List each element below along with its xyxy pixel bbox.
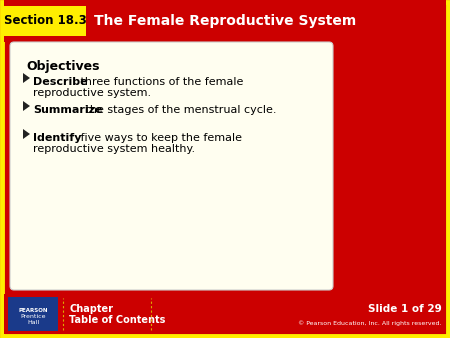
Polygon shape (23, 101, 30, 111)
Text: Summarize: Summarize (33, 105, 103, 115)
Text: Prentice: Prentice (20, 314, 46, 319)
Polygon shape (4, 0, 446, 42)
Text: Slide 1 of 29: Slide 1 of 29 (368, 304, 442, 314)
Text: the stages of the menstrual cycle.: the stages of the menstrual cycle. (82, 105, 277, 115)
Text: Identify: Identify (33, 133, 81, 143)
Text: five ways to keep the female: five ways to keep the female (77, 133, 242, 143)
Text: Section 18.3: Section 18.3 (4, 15, 86, 27)
Text: Describe: Describe (33, 77, 88, 87)
Text: Objectives: Objectives (26, 60, 99, 73)
Text: Hall: Hall (27, 320, 39, 325)
Text: © Pearson Education, Inc. All rights reserved.: © Pearson Education, Inc. All rights res… (298, 320, 442, 326)
Text: PEARSON: PEARSON (18, 309, 48, 314)
Polygon shape (23, 129, 30, 139)
FancyBboxPatch shape (4, 294, 446, 334)
Text: reproductive system healthy.: reproductive system healthy. (33, 145, 195, 154)
FancyBboxPatch shape (4, 6, 86, 36)
Text: reproductive system.: reproductive system. (33, 89, 151, 98)
Polygon shape (23, 73, 30, 83)
Text: Chapter: Chapter (69, 304, 113, 314)
FancyBboxPatch shape (2, 2, 448, 336)
Text: Table of Contents: Table of Contents (69, 315, 166, 325)
FancyBboxPatch shape (8, 297, 58, 331)
FancyBboxPatch shape (10, 42, 333, 290)
Text: The Female Reproductive System: The Female Reproductive System (94, 14, 356, 28)
Text: three functions of the female: three functions of the female (77, 77, 243, 87)
